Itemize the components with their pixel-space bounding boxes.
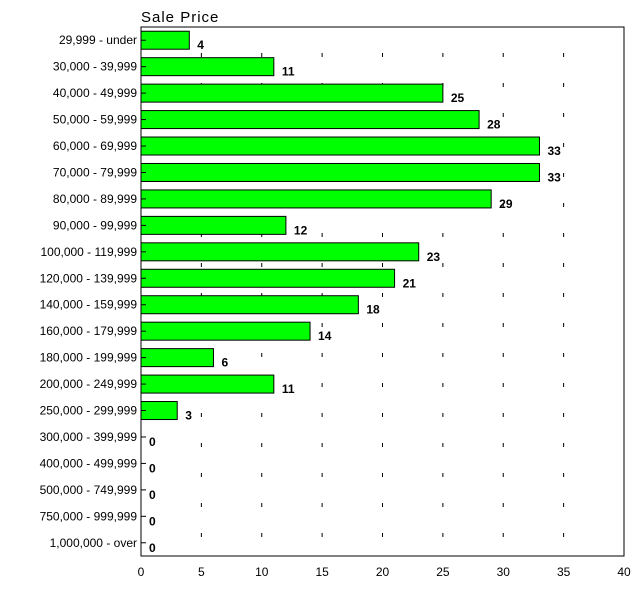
x-tick-label: 0	[138, 565, 145, 579]
value-label: 11	[282, 65, 295, 79]
bar	[140, 136, 540, 156]
value-labels: 4 11 25 28 33 33 29 12 23 21 18 14 6 11 3 0 0 0 0 0	[149, 38, 561, 555]
category-label: 40,000 - 49,999	[53, 86, 137, 100]
chart-title: Sale Price	[141, 9, 219, 26]
category-label: 200,000 - 249,999	[40, 377, 138, 391]
bar	[140, 83, 444, 103]
bar	[140, 374, 275, 394]
bar	[140, 242, 420, 262]
bar	[140, 215, 287, 235]
category-label: 30,000 - 39,999	[53, 60, 137, 74]
value-label: 11	[282, 382, 295, 396]
category-label: 750,000 - 999,999	[40, 509, 138, 523]
category-label: 120,000 - 139,999	[40, 271, 138, 285]
value-label: 6	[221, 356, 228, 370]
x-tick-label: 20	[376, 565, 390, 579]
value-label: 25	[451, 91, 465, 105]
category-label: 180,000 - 199,999	[40, 351, 138, 365]
category-label: 250,000 - 299,999	[40, 404, 138, 418]
value-label: 23	[427, 250, 441, 264]
category-label: 1,000,000 - over	[50, 536, 137, 550]
category-label: 60,000 - 69,999	[53, 139, 137, 153]
bar	[140, 57, 275, 77]
x-tick-label: 5	[198, 565, 205, 579]
bar	[140, 321, 311, 341]
bar	[140, 110, 480, 130]
plot-area	[140, 26, 625, 557]
x-tick-label: 40	[617, 565, 631, 579]
value-label: 33	[547, 170, 561, 184]
value-label: 0	[149, 461, 156, 475]
bars	[140, 30, 540, 544]
value-label: 28	[487, 118, 501, 132]
bar	[140, 348, 214, 368]
bar	[140, 162, 540, 182]
category-label: 500,000 - 749,999	[40, 483, 138, 497]
category-label: 140,000 - 159,999	[40, 298, 138, 312]
value-label: 4	[197, 38, 204, 52]
value-label: 29	[499, 197, 513, 211]
category-label: 160,000 - 179,999	[40, 324, 138, 338]
category-label: 100,000 - 119,999	[40, 245, 137, 259]
bar	[140, 30, 190, 50]
x-tick-label: 10	[255, 565, 269, 579]
x-tick-label: 25	[436, 565, 450, 579]
bar	[140, 401, 178, 421]
value-label: 12	[294, 223, 308, 237]
category-labels: 29,999 - under 30,000 - 39,999 40,000 - 49…	[40, 33, 138, 550]
value-label: 18	[366, 303, 380, 317]
value-label: 0	[149, 541, 156, 555]
category-label: 80,000 - 89,999	[53, 192, 137, 206]
x-tick-label: 15	[315, 565, 329, 579]
value-label: 0	[149, 514, 156, 528]
x-tick-label: 35	[557, 565, 571, 579]
value-label: 3	[185, 409, 192, 423]
bar	[140, 189, 492, 209]
bar	[140, 268, 396, 288]
value-label: 0	[149, 435, 156, 449]
category-label: 29,999 - under	[59, 33, 137, 47]
bar	[140, 295, 359, 315]
value-label: 0	[149, 488, 156, 502]
x-axis-ticks: 0 5 10 15 20 25 30 35 40	[138, 565, 631, 579]
category-label: 90,000 - 99,999	[53, 218, 137, 232]
value-label: 33	[547, 144, 561, 158]
value-label: 21	[403, 276, 417, 290]
value-label: 14	[318, 329, 332, 343]
category-label: 50,000 - 59,999	[53, 113, 137, 127]
category-label: 300,000 - 399,999	[40, 430, 138, 444]
category-label: 70,000 - 79,999	[53, 165, 137, 179]
x-tick-label: 30	[497, 565, 511, 579]
category-label: 400,000 - 499,999	[40, 456, 138, 470]
